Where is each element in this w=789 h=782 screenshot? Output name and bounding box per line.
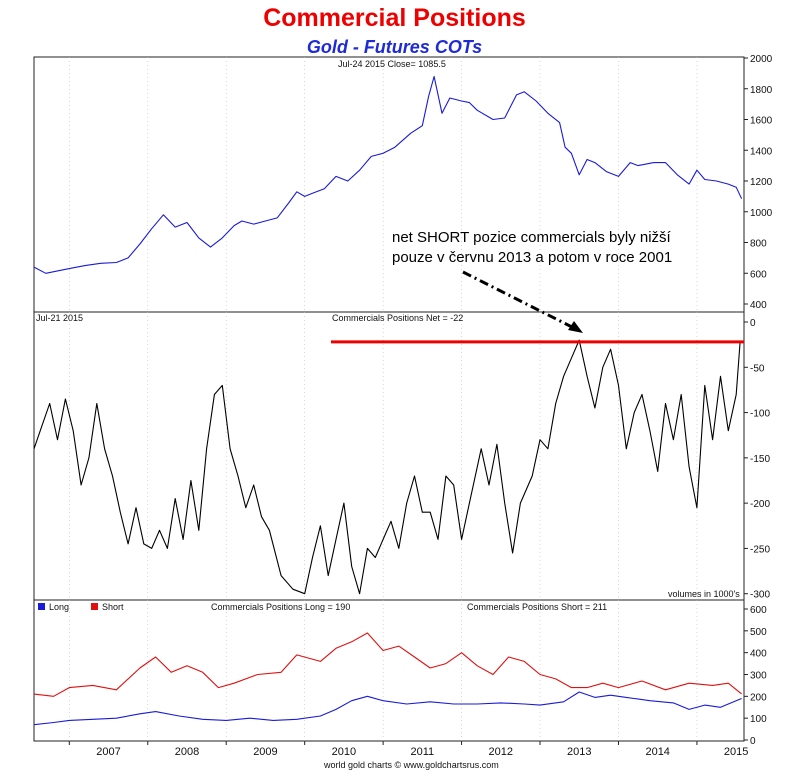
- y-tick-label-long_short: 300: [750, 671, 767, 682]
- x-tick-label: 2014: [645, 746, 669, 758]
- y-tick-label-net: -300: [750, 590, 770, 601]
- series-layer: [33, 75, 744, 726]
- y-tick-label-long_short: 600: [750, 605, 767, 616]
- x-tick-label: 2012: [489, 746, 513, 758]
- chart-title: Commercial Positions: [263, 4, 526, 32]
- legend-long-swatch: [38, 603, 45, 610]
- y-tick-label-price: 1400: [750, 146, 773, 157]
- chart-subtitle: Gold - Futures COTs: [306, 37, 483, 57]
- y-tick-label-net: -250: [750, 544, 770, 555]
- y-tick-label-price: 400: [750, 300, 767, 311]
- series-line-price-0: [33, 75, 743, 274]
- axis-layer: 400600800100012001400160018002000-300-25…: [68, 54, 773, 758]
- x-tick-label: 2007: [96, 746, 120, 758]
- y-tick-label-price: 1000: [750, 208, 773, 219]
- annotation-arrowhead: [568, 321, 583, 333]
- net-title: Commercials Positions Net = -22: [332, 313, 463, 323]
- series-line-long_short-0: [33, 691, 742, 726]
- panel-frame-long_short: [33, 599, 745, 742]
- legend-short-swatch: [91, 603, 98, 610]
- footer-credit: world gold charts © www.goldchartsrus.co…: [323, 760, 499, 770]
- y-tick-label-price: 1600: [750, 116, 773, 127]
- short-title: Commercials Positions Short = 211: [467, 602, 607, 612]
- annotation-line-2: pouze v červnu 2013 a potom v roce 2001: [392, 249, 672, 266]
- y-tick-label-price: 1200: [750, 177, 773, 188]
- x-tick-label: 2008: [175, 746, 199, 758]
- y-tick-label-long_short: 0: [750, 736, 756, 747]
- y-tick-label-net: -200: [750, 499, 770, 510]
- x-tick-label: 2009: [253, 746, 277, 758]
- legend-long-label: Long: [49, 602, 69, 612]
- panel-frame-price: [33, 56, 745, 313]
- y-tick-label-net: -50: [750, 363, 765, 374]
- long-title: Commercials Positions Long = 190: [211, 602, 350, 612]
- y-tick-label-net: 0: [750, 318, 756, 329]
- series-line-net-0: [33, 339, 741, 595]
- y-tick-label-net: -100: [750, 409, 770, 420]
- y-tick-label-price: 600: [750, 269, 767, 280]
- annotation-line-1: net SHORT pozice commercials byly nižší: [392, 229, 672, 246]
- y-tick-label-long_short: 200: [750, 692, 767, 703]
- legend-short-label: Short: [102, 602, 124, 612]
- y-tick-label-long_short: 500: [750, 627, 767, 638]
- x-tick-label: 2011: [411, 746, 435, 758]
- annotation-arrow: [462, 270, 575, 330]
- y-tick-label-net: -150: [750, 454, 770, 465]
- x-tick-label: 2010: [332, 746, 356, 758]
- series-line-long_short-1: [33, 632, 742, 697]
- y-tick-label-price: 1800: [750, 85, 773, 96]
- volumes-note: volumes in 1000's: [668, 589, 740, 599]
- y-tick-label-long_short: 100: [750, 714, 767, 725]
- x-tick-label: 2015: [724, 746, 748, 758]
- y-tick-label-price: 2000: [750, 54, 773, 65]
- x-tick-label: 2013: [567, 746, 591, 758]
- panel-frames: [33, 56, 745, 742]
- y-tick-label-long_short: 400: [750, 649, 767, 660]
- panel-frame-net: [33, 311, 745, 601]
- price-header: Jul-24 2015 Close= 1085.5: [338, 59, 446, 69]
- net-date-label: Jul-21 2015: [36, 313, 83, 323]
- vertical-grid: [69, 57, 698, 741]
- y-tick-label-price: 800: [750, 239, 767, 250]
